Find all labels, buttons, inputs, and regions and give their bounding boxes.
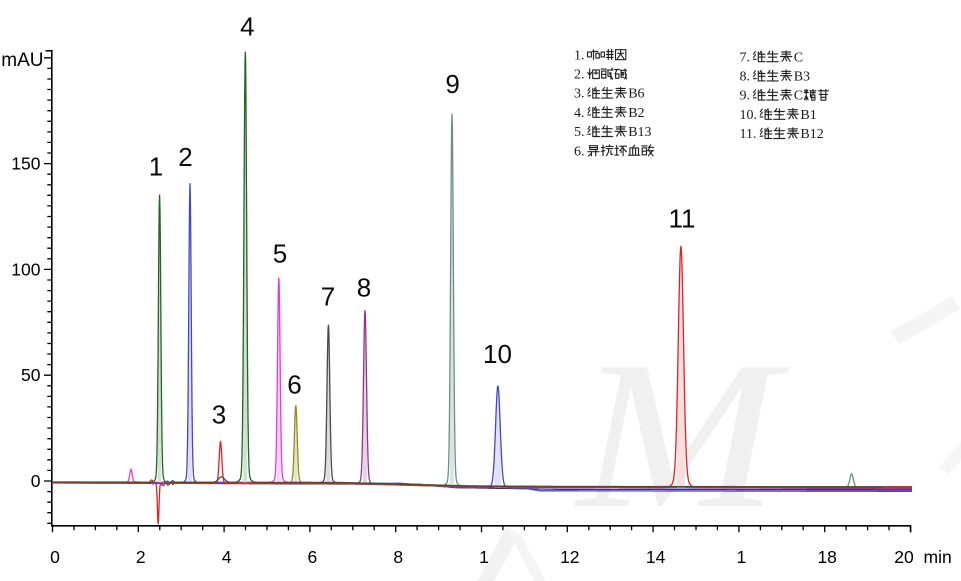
svg-text:6: 6 xyxy=(287,369,301,399)
svg-text:B6: B6 xyxy=(628,87,644,102)
svg-text:9: 9 xyxy=(445,69,459,99)
svg-text:B12: B12 xyxy=(800,127,823,142)
svg-text:150: 150 xyxy=(11,154,40,174)
svg-text:12: 12 xyxy=(560,547,579,567)
svg-text:B3: B3 xyxy=(794,70,810,85)
svg-text:4: 4 xyxy=(240,12,254,42)
svg-text:B13: B13 xyxy=(628,125,651,140)
svg-text:11.: 11. xyxy=(740,127,757,142)
svg-text:7.: 7. xyxy=(740,50,751,65)
svg-text:mAU: mAU xyxy=(1,50,43,71)
svg-text:7: 7 xyxy=(321,281,335,311)
svg-text:1: 1 xyxy=(737,547,747,567)
svg-text:5: 5 xyxy=(273,238,287,268)
svg-text:8: 8 xyxy=(357,272,371,302)
svg-text:3.: 3. xyxy=(574,87,585,102)
svg-text:2: 2 xyxy=(178,142,192,172)
svg-text:1.: 1. xyxy=(574,48,585,63)
svg-text:1: 1 xyxy=(479,547,489,567)
svg-text:11: 11 xyxy=(669,203,696,233)
svg-text:5.: 5. xyxy=(574,125,585,140)
svg-text:C: C xyxy=(794,50,803,65)
svg-text:10.: 10. xyxy=(740,108,758,123)
svg-text:B2: B2 xyxy=(628,106,644,121)
svg-text:C: C xyxy=(794,89,803,104)
svg-text:9.: 9. xyxy=(740,89,751,104)
svg-text:4: 4 xyxy=(222,547,232,567)
svg-text:6.: 6. xyxy=(574,144,585,159)
svg-text:10: 10 xyxy=(483,339,512,369)
svg-text:2.: 2. xyxy=(574,68,585,83)
svg-text:50: 50 xyxy=(21,365,41,385)
svg-text:20: 20 xyxy=(894,547,914,567)
svg-text:6: 6 xyxy=(308,547,318,567)
svg-text:0: 0 xyxy=(50,547,60,567)
svg-text:4.: 4. xyxy=(574,106,585,121)
svg-text:100: 100 xyxy=(11,259,40,279)
svg-text:B1: B1 xyxy=(800,108,816,123)
svg-text:8: 8 xyxy=(393,547,403,567)
svg-text:min: min xyxy=(924,547,952,567)
svg-text:3: 3 xyxy=(212,399,226,429)
svg-text:14: 14 xyxy=(646,547,666,567)
svg-text:0: 0 xyxy=(31,471,41,491)
svg-text:8.: 8. xyxy=(740,70,751,85)
svg-text:18: 18 xyxy=(817,547,836,567)
svg-text:1: 1 xyxy=(149,151,163,181)
svg-text:2: 2 xyxy=(136,547,146,567)
